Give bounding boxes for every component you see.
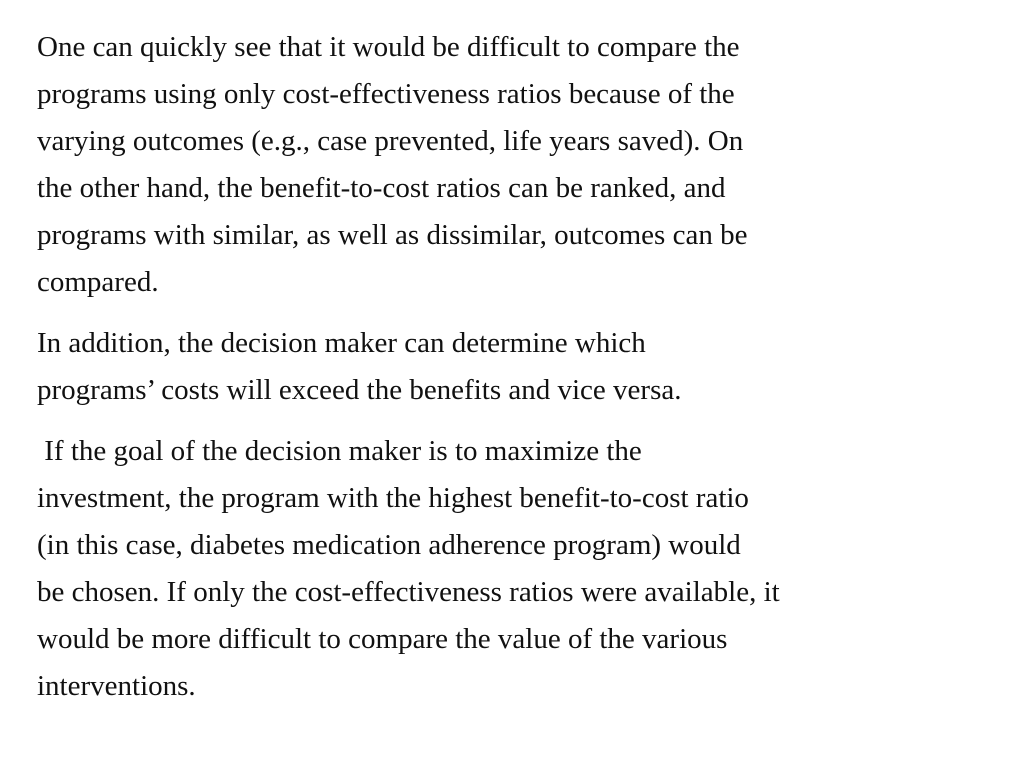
text-line: the other hand, the benefit-to-cost rati…	[37, 172, 726, 204]
text-line: In addition, the decision maker can dete…	[37, 327, 646, 359]
text-line: programs’ costs will exceed the benefits…	[37, 374, 682, 406]
text-line: investment, the program with the highest…	[37, 482, 749, 514]
text-line: compared.	[37, 266, 159, 298]
paragraph: One can quickly see that it would be dif…	[37, 24, 1004, 306]
paragraph: If the goal of the decision maker is to …	[37, 428, 1004, 710]
text-body: One can quickly see that it would be dif…	[37, 24, 1004, 724]
text-line: programs using only cost-effectiveness r…	[37, 78, 735, 110]
paragraph: In addition, the decision maker can dete…	[37, 320, 1004, 414]
text-line: interventions.	[37, 670, 196, 702]
text-line: If the goal of the decision maker is to …	[37, 435, 642, 467]
text-line: One can quickly see that it would be dif…	[37, 31, 740, 63]
text-line: would be more difficult to compare the v…	[37, 623, 728, 655]
text-line: varying outcomes (e.g., case prevented, …	[37, 125, 744, 157]
text-line: programs with similar, as well as dissim…	[37, 219, 748, 251]
text-line: be chosen. If only the cost-effectivenes…	[37, 576, 780, 608]
text-line: (in this case, diabetes medication adher…	[37, 529, 741, 561]
